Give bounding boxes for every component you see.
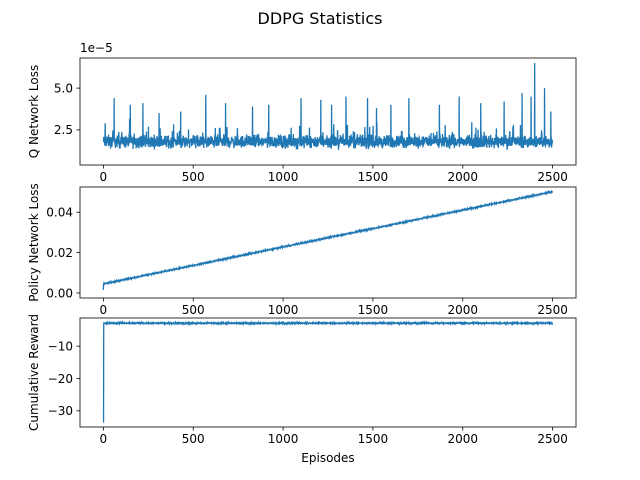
x-tick-label: 0 bbox=[100, 170, 108, 184]
x-axis-label: Episodes bbox=[301, 451, 354, 465]
y-tick-label: 0.00 bbox=[46, 286, 73, 300]
x-tick-label: 1000 bbox=[268, 170, 299, 184]
y-tick-label: 5.0 bbox=[54, 81, 73, 95]
subplots: 0 500 1000 1500 2000 2500 2.5 5.0 1e−5 Q Network … bbox=[27, 41, 577, 465]
y-axis-label: Cumulative Reward bbox=[27, 314, 41, 431]
axes-frame-2 bbox=[79, 186, 577, 299]
x-tick-label: 2500 bbox=[537, 170, 568, 184]
x-tick-label: 0 bbox=[100, 432, 108, 446]
subplot-3: 0 500 1000 1500 2000 2500 −10 −20 −30 Cumulative … bbox=[27, 314, 577, 465]
x-tick-label: 500 bbox=[182, 170, 205, 184]
x-tick-label: 1000 bbox=[268, 303, 299, 317]
figure-title: DDPG Statistics bbox=[258, 9, 383, 28]
x-tick-label: 2000 bbox=[448, 432, 479, 446]
y-tick-label: 0.02 bbox=[46, 246, 73, 260]
axes-frame-1 bbox=[79, 57, 577, 166]
y-tick-label: −10 bbox=[48, 339, 73, 353]
series-line-3-1 bbox=[102, 319, 554, 423]
x-tick-label: 1000 bbox=[268, 432, 299, 446]
y-tick-label: 2.5 bbox=[54, 123, 73, 137]
x-tick-label: 2000 bbox=[448, 170, 479, 184]
x-tick-label: 2500 bbox=[537, 432, 568, 446]
y-axis-label: Policy Network Loss bbox=[27, 183, 41, 302]
x-tick-label: 0 bbox=[100, 303, 108, 317]
subplot-1: 0 500 1000 1500 2000 2500 2.5 5.0 1e−5 Q Network … bbox=[27, 41, 577, 184]
y-tick-label: −20 bbox=[48, 372, 73, 386]
x-tick-label: 500 bbox=[182, 432, 205, 446]
y-offset-label: 1e−5 bbox=[80, 41, 113, 55]
series-line-2-1 bbox=[102, 189, 553, 290]
x-tick-label: 1500 bbox=[358, 303, 389, 317]
subplot-2: 0 500 1000 1500 2000 2500 0.00 0.02 0.04 Policy N… bbox=[27, 183, 577, 317]
y-tick-label: −30 bbox=[48, 404, 73, 418]
y-tick-label: 0.04 bbox=[46, 206, 73, 220]
series-line-1-1 bbox=[102, 63, 554, 151]
x-tick-label: 500 bbox=[182, 303, 205, 317]
axes-frame-3 bbox=[79, 317, 577, 428]
x-tick-label: 1500 bbox=[358, 170, 389, 184]
y-axis-label: Q Network Loss bbox=[27, 65, 41, 159]
x-tick-label: 2500 bbox=[537, 303, 568, 317]
x-tick-label: 1500 bbox=[358, 432, 389, 446]
x-tick-label: 2000 bbox=[448, 303, 479, 317]
